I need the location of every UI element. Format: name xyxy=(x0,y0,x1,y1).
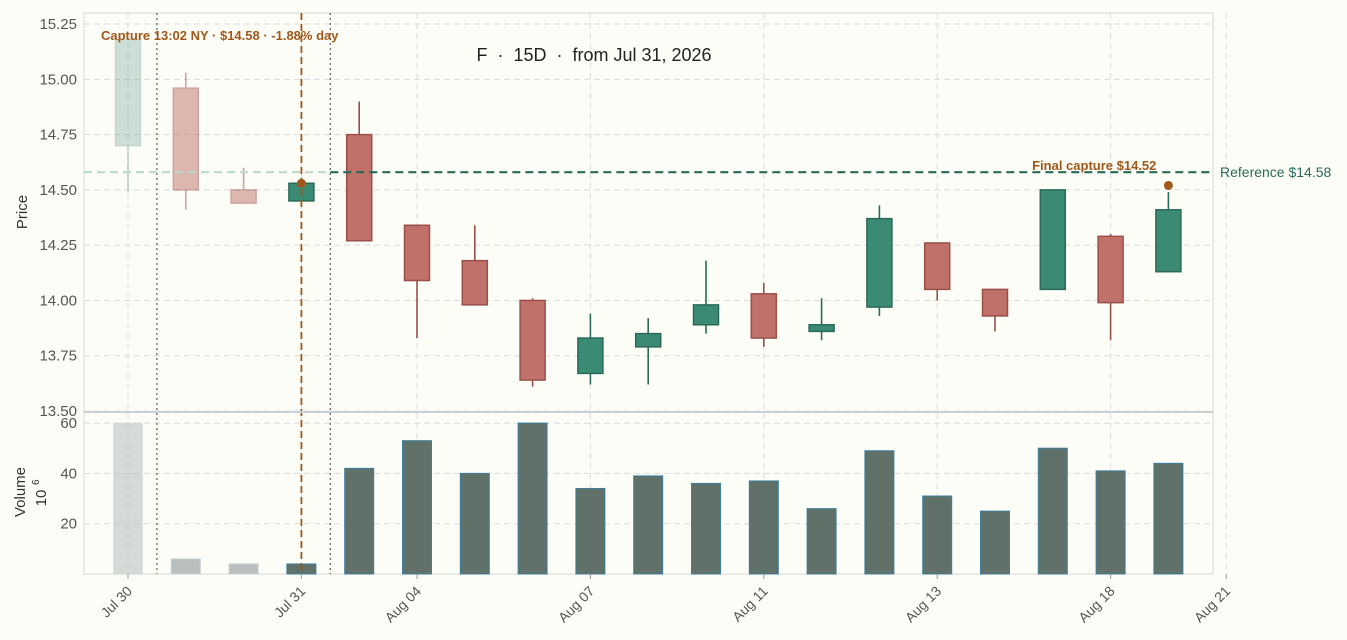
volume-bar xyxy=(1037,447,1068,575)
volume-bar xyxy=(691,482,721,575)
x-tick-label: Jul 30 xyxy=(97,583,135,621)
candle-body xyxy=(114,38,142,147)
candle xyxy=(1155,192,1182,273)
chart-title: F · 15D · from Jul 31, 2026 xyxy=(476,45,711,65)
candle xyxy=(172,72,200,210)
candle xyxy=(808,298,835,341)
volume-bar xyxy=(980,510,1010,575)
candle-body xyxy=(1039,189,1067,291)
candle-body xyxy=(172,87,200,191)
candle xyxy=(981,288,1009,332)
volume-bar xyxy=(228,563,259,575)
candle-body xyxy=(1097,235,1124,304)
candle-body xyxy=(866,217,893,308)
candle xyxy=(230,167,257,204)
candle-body xyxy=(230,189,257,204)
volume-bar xyxy=(864,450,895,575)
price-tick-label: 14.75 xyxy=(39,127,77,144)
volume-bar xyxy=(402,440,432,575)
volume-unit-exponent: 6 xyxy=(31,479,42,485)
volume-bar xyxy=(575,487,606,575)
volume-tick-label: 20 xyxy=(60,516,77,533)
price-tick-label: 14.25 xyxy=(39,237,77,254)
volume-bar xyxy=(344,467,375,575)
candle xyxy=(692,260,720,334)
price-axis-label: Price xyxy=(14,195,31,229)
x-tick-label: Aug 04 xyxy=(381,583,424,626)
x-tick-label: Jul 31 xyxy=(271,583,309,621)
candle xyxy=(461,225,489,306)
volume-axis-label: Volume xyxy=(12,467,29,517)
candle xyxy=(519,298,546,387)
candle-body xyxy=(981,288,1009,317)
candle xyxy=(114,38,142,193)
volume-bar xyxy=(748,480,779,575)
volume-tick-label: 60 xyxy=(60,415,77,432)
session-markers xyxy=(156,13,331,574)
price-tick-label: 15.00 xyxy=(39,71,77,88)
candle-body xyxy=(808,324,835,333)
candle-body xyxy=(461,259,489,306)
candle xyxy=(750,282,778,347)
candle-body xyxy=(345,133,373,242)
candle-body xyxy=(519,299,546,381)
x-tick-label: Aug 21 xyxy=(1191,583,1234,626)
candle-body xyxy=(750,293,778,339)
volume-bar xyxy=(1095,470,1126,575)
x-tick-label: Aug 07 xyxy=(555,583,598,626)
capture-label: Capture 13:02 NY · $14.58 · -1.88% day xyxy=(101,28,339,43)
price-tick-label: 13.50 xyxy=(39,403,77,420)
volume-unit-base: 10 xyxy=(33,490,50,507)
overlays: Reference $14.58 Capture 13:02 NY · $14.5… xyxy=(84,13,1332,574)
candle xyxy=(634,318,662,385)
x-tick-label: Aug 13 xyxy=(902,583,945,626)
candle-body xyxy=(923,242,951,291)
final-capture-point xyxy=(1163,180,1173,190)
candle xyxy=(577,313,604,385)
x-tick-label: Aug 11 xyxy=(729,583,771,625)
candles xyxy=(114,38,1182,387)
candle xyxy=(345,101,373,242)
candle-body xyxy=(692,304,720,326)
candle xyxy=(403,224,431,339)
candle xyxy=(1097,234,1124,341)
volume-bar xyxy=(517,422,548,575)
candle-body xyxy=(1155,209,1182,273)
volume-unit: 10 6 xyxy=(31,479,50,506)
candle xyxy=(866,205,893,316)
candle xyxy=(923,242,951,301)
final-capture-label: Final capture $14.52 xyxy=(1032,158,1156,173)
candle-body xyxy=(403,224,431,282)
candle-body xyxy=(577,337,604,375)
volume-bar xyxy=(170,558,201,575)
price-tick-label: 13.75 xyxy=(39,348,77,365)
volume-bar xyxy=(806,508,837,575)
volume-bar xyxy=(1153,462,1184,575)
price-tick-label: 14.50 xyxy=(39,182,77,199)
volume-bar xyxy=(113,422,143,575)
capture-point xyxy=(296,178,306,188)
reference-label: Reference $14.58 xyxy=(1220,164,1332,180)
price-tick-label: 14.00 xyxy=(39,292,77,309)
candle xyxy=(1039,189,1067,291)
price-tick-label: 15.25 xyxy=(39,16,77,33)
candle-body xyxy=(634,332,662,348)
volume-bar xyxy=(459,472,490,575)
volume-bar xyxy=(633,475,664,575)
volume-bar xyxy=(922,495,953,575)
volume-tick-label: 40 xyxy=(60,465,77,482)
x-tick-label: Aug 18 xyxy=(1075,583,1118,626)
volume-bars xyxy=(113,422,1184,575)
